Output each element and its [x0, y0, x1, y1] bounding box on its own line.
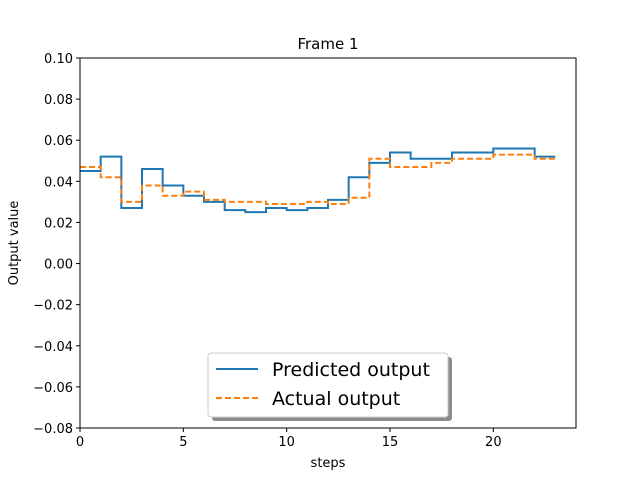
legend: Predicted output Actual output	[207, 352, 452, 421]
y-axis-label: Output value	[7, 201, 22, 286]
legend-label-actual: Actual output	[272, 388, 400, 410]
chart-title: Frame 1	[297, 35, 358, 53]
x-tick-label: 10	[278, 435, 295, 450]
y-tick-label: −0.08	[33, 422, 73, 437]
x-tick-label: 5	[179, 435, 187, 450]
x-tick-label: 0	[76, 435, 84, 450]
y-tick-label: 0.10	[44, 52, 73, 67]
y-tick-label: 0.00	[44, 258, 73, 273]
series-line-predicted-output	[80, 147, 556, 214]
y-tick-label: −0.04	[33, 340, 73, 355]
plot-frame	[79, 57, 577, 429]
legend-label-predicted: Predicted output	[272, 359, 430, 381]
x-axis-label: steps	[311, 456, 346, 471]
y-tick-label: 0.06	[44, 134, 73, 149]
x-axis: 0 5 10 15 20	[76, 428, 502, 450]
y-axis: −0.08 −0.06 −0.04 −0.02 0.00 0.02 0.04 0.06 0.08…	[33, 52, 80, 437]
y-tick-label: 0.08	[44, 93, 73, 108]
x-tick-label: 15	[382, 435, 399, 450]
y-tick-label: −0.02	[33, 299, 73, 314]
x-tick-label: 20	[485, 435, 502, 450]
series-layer	[80, 147, 556, 214]
series-line-actual-output	[80, 153, 556, 205]
y-tick-label: 0.04	[44, 175, 73, 190]
legend-box	[207, 352, 449, 418]
y-tick-label: −0.06	[33, 381, 73, 396]
y-tick-label: 0.02	[44, 216, 73, 231]
